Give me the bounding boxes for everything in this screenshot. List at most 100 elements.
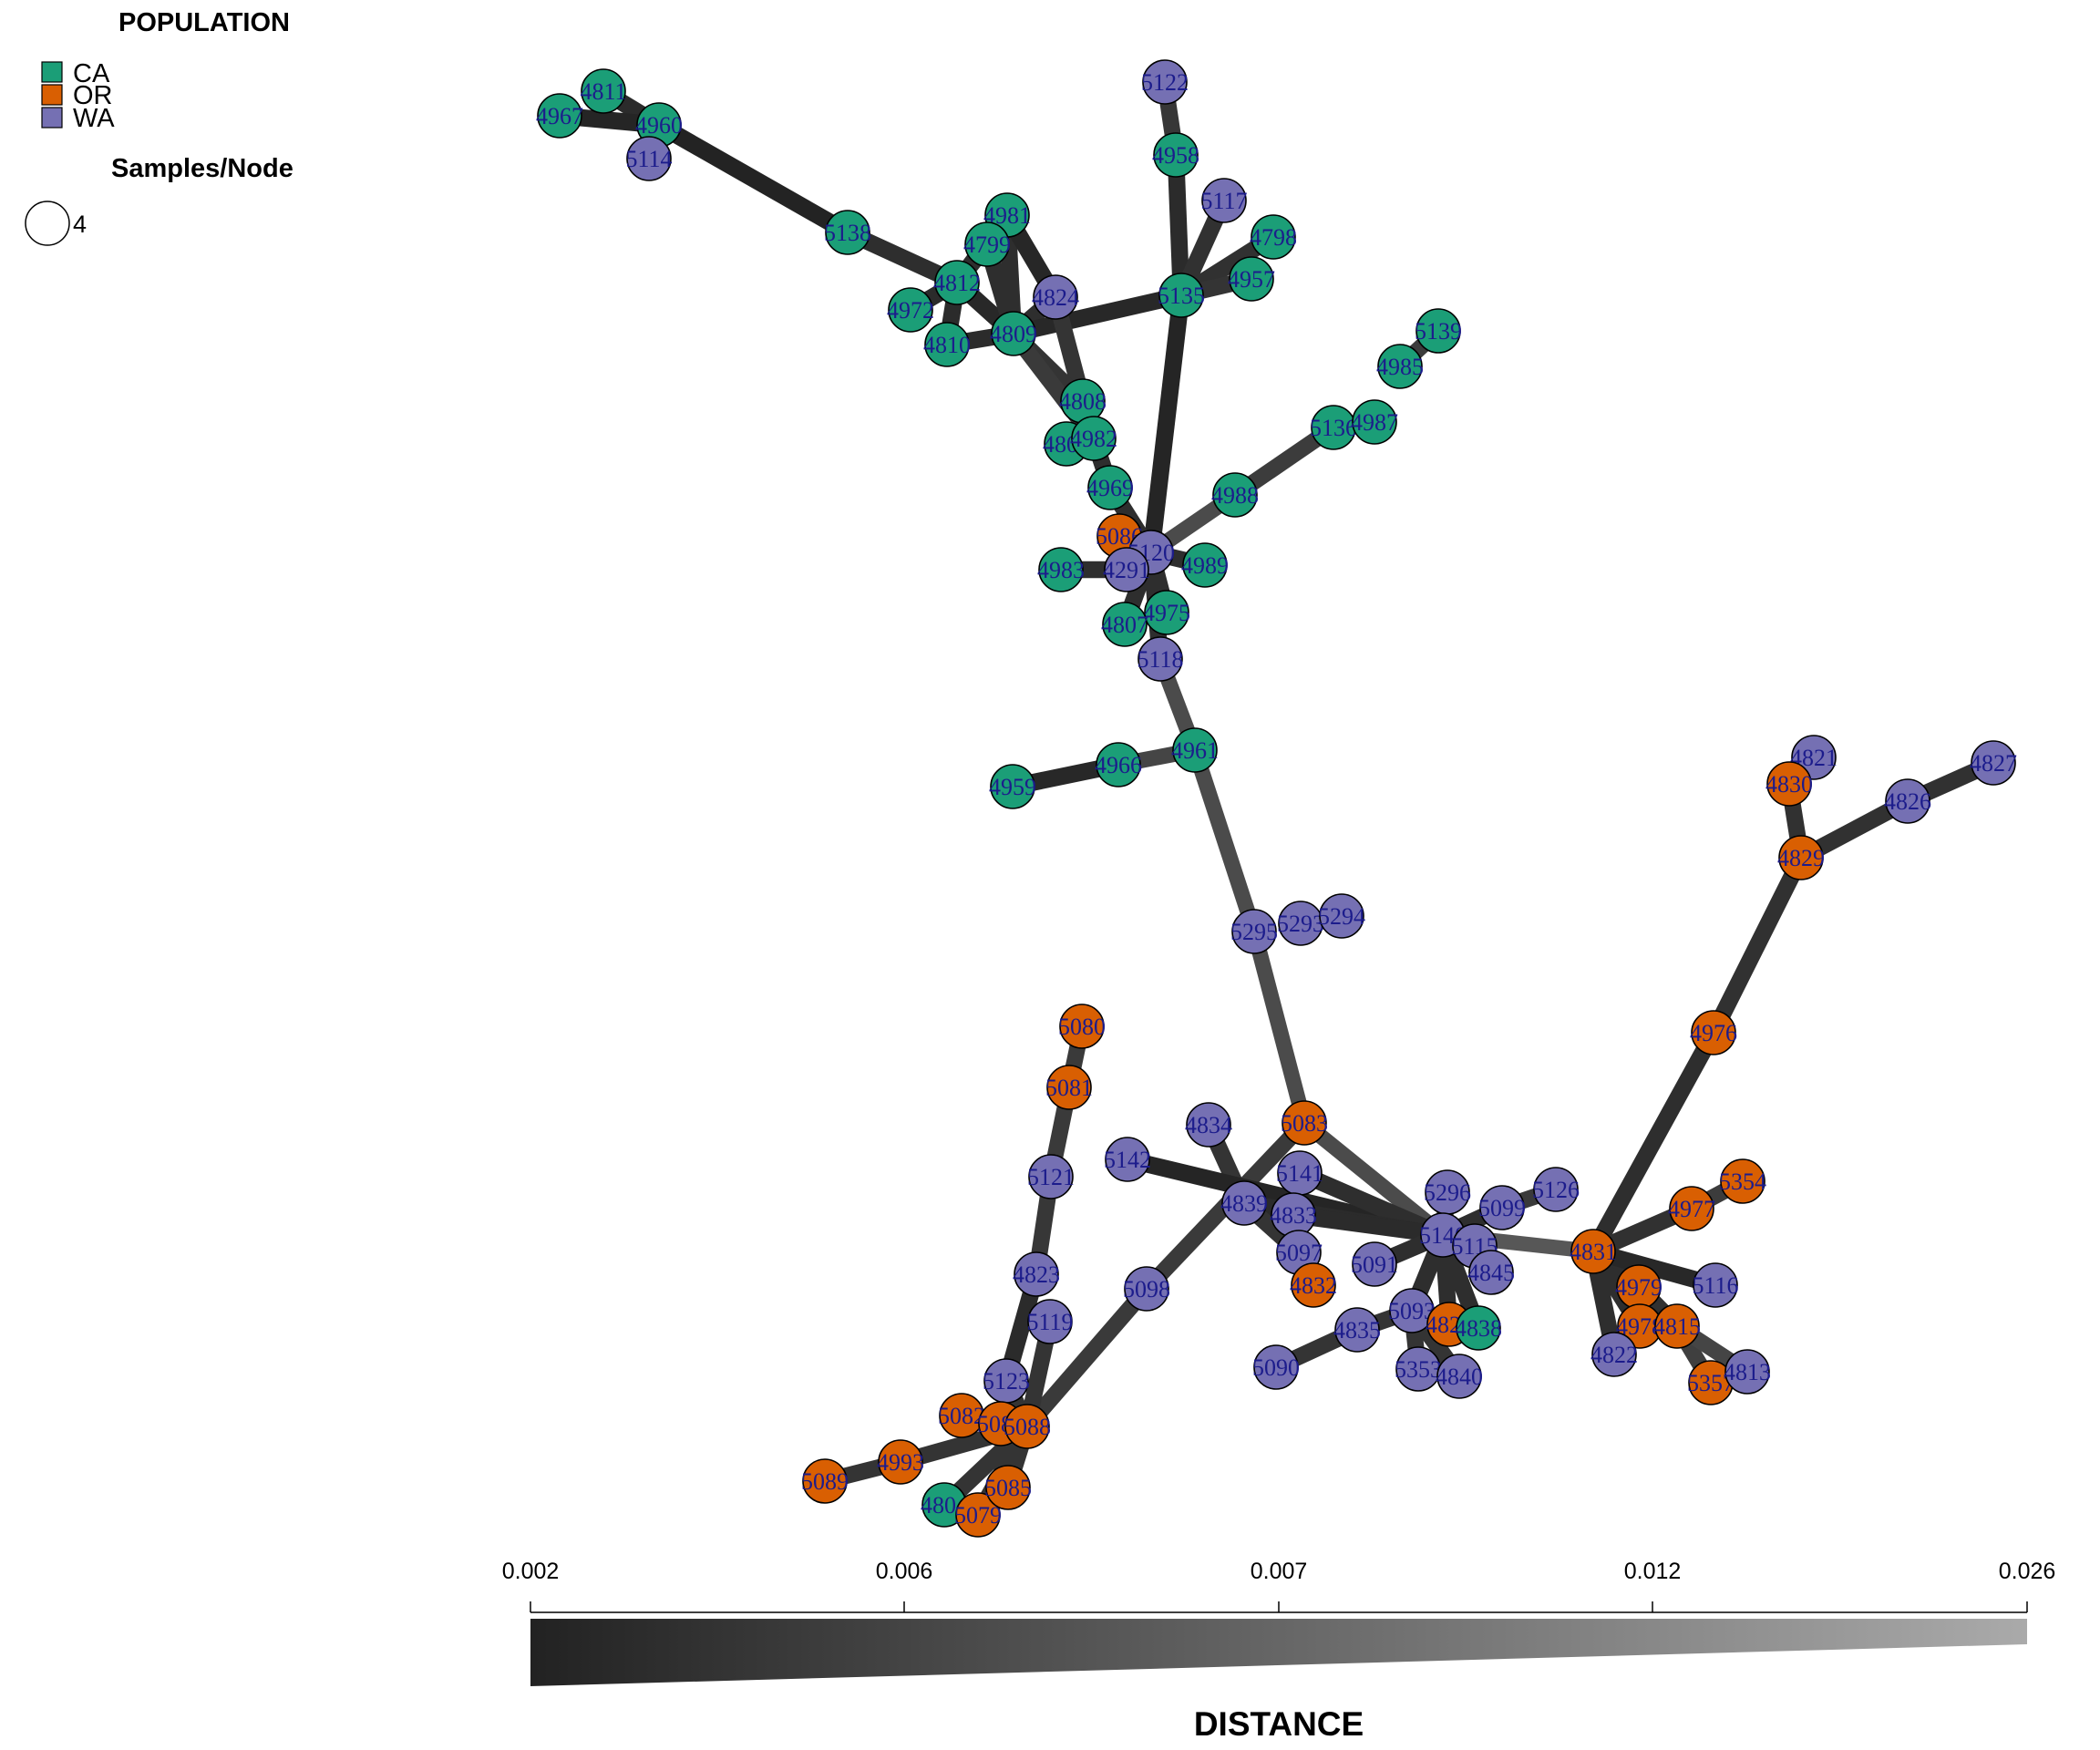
- node-label: 4969: [1086, 475, 1134, 501]
- node-4810: 4810: [923, 322, 971, 367]
- node-5354: 5354: [1719, 1158, 1766, 1204]
- node-circle: [581, 68, 626, 114]
- population-legend-title: POPULATION: [118, 8, 290, 37]
- node-circle: [1468, 1250, 1514, 1295]
- node-label: 5142: [1104, 1147, 1151, 1173]
- node-label: 4839: [1220, 1190, 1268, 1217]
- node-5099: 5099: [1478, 1185, 1526, 1230]
- node-circle: [1251, 214, 1296, 260]
- edge-4961-5295: [1187, 747, 1262, 934]
- node-label: 4810: [923, 332, 971, 358]
- node-label: 4827: [1970, 750, 2017, 777]
- node-circle: [1186, 1102, 1231, 1148]
- node-circle: [1766, 761, 1812, 807]
- node-label: 4813: [1724, 1359, 1771, 1385]
- node-label: 5294: [1318, 903, 1365, 930]
- node-label: 4976: [1690, 1020, 1737, 1046]
- node-label: 5354: [1719, 1168, 1766, 1195]
- edge-5295-5083: [1246, 929, 1312, 1126]
- node-4979: 4979: [1615, 1264, 1662, 1310]
- node-5119: 5119: [1026, 1299, 1074, 1344]
- node-circle: [1377, 344, 1423, 389]
- node-label: 5080: [1058, 1014, 1106, 1040]
- node-circle: [1319, 893, 1364, 939]
- node-circle: [1096, 742, 1141, 788]
- node-label: 5090: [1252, 1354, 1300, 1381]
- node-label: 5119: [1026, 1309, 1073, 1335]
- distance-scale: 0.002 0.006 0.007 0.012 0.026 DISTANCE: [502, 1559, 2056, 1743]
- node-circle: [1212, 472, 1258, 518]
- node-size-value: 4: [73, 211, 87, 238]
- node-label: 4960: [635, 112, 683, 139]
- or-label: OR: [73, 81, 113, 110]
- node-4839: 4839: [1220, 1180, 1268, 1226]
- scale-tick-label: 0.002: [502, 1559, 560, 1584]
- edge-4809-5135: [1011, 286, 1184, 343]
- node-label: 5136: [1310, 415, 1357, 441]
- node-4829: 4829: [1777, 835, 1825, 880]
- node-circle: [1291, 1262, 1336, 1308]
- node-4809: 4809: [990, 311, 1037, 356]
- node-4834: 4834: [1185, 1102, 1232, 1148]
- edge-4958-5135: [1167, 154, 1190, 296]
- node-5295: 5295: [1230, 909, 1278, 954]
- node-label: 5123: [983, 1368, 1030, 1395]
- node-5091: 5091: [1351, 1241, 1398, 1287]
- node-label: 4959: [989, 774, 1036, 800]
- node-label: 5097: [1275, 1240, 1323, 1266]
- edge-4833-5140: [1292, 1206, 1445, 1244]
- node-circle: [1231, 909, 1277, 954]
- node-4830: 4830: [1765, 761, 1813, 807]
- node-label: 5099: [1478, 1195, 1526, 1221]
- node-circle: [1282, 1100, 1327, 1146]
- node-5080: 5080: [1058, 1004, 1106, 1049]
- node-circle: [1087, 465, 1133, 510]
- node-label: 4972: [887, 297, 934, 324]
- node-label: 5118: [1137, 646, 1183, 673]
- node-circle: [1533, 1167, 1579, 1212]
- node-label: 5079: [954, 1502, 1002, 1529]
- node-4977: 4977: [1668, 1186, 1715, 1231]
- node-label: 5138: [824, 220, 871, 246]
- node-4833: 4833: [1270, 1192, 1317, 1238]
- node-label: 5098: [1123, 1276, 1170, 1302]
- node-5121: 5121: [1027, 1154, 1075, 1199]
- node-circle: [1038, 547, 1084, 592]
- node-5139: 5139: [1415, 308, 1462, 354]
- node-circle: [537, 93, 582, 139]
- node-circle: [1046, 1065, 1092, 1110]
- edge-4960-5138: [654, 117, 852, 241]
- node-circle: [1028, 1154, 1074, 1199]
- node-circle: [991, 311, 1036, 356]
- node-circle: [1456, 1305, 1501, 1351]
- node-4985: 4985: [1376, 344, 1424, 389]
- node-4824: 4824: [1032, 274, 1079, 320]
- node-label: 4985: [1376, 354, 1424, 380]
- node-4838: 4838: [1455, 1305, 1502, 1351]
- node-4959: 4959: [989, 764, 1036, 809]
- ca-label: CA: [73, 59, 110, 88]
- samples-per-node-title: Samples/Node: [111, 154, 293, 183]
- node-label: 5353: [1395, 1356, 1442, 1383]
- node-5116: 5116: [1692, 1262, 1739, 1308]
- population-legend-item-wa: WA: [41, 104, 115, 133]
- node-5098: 5098: [1123, 1266, 1170, 1312]
- node-4969: 4969: [1086, 465, 1134, 510]
- node-circle: [1172, 727, 1218, 773]
- edge-4976-4829: [1705, 853, 1809, 1037]
- node-4808: 4808: [1059, 378, 1107, 424]
- node-label: 5141: [1276, 1160, 1323, 1187]
- node-circle: [1059, 1004, 1105, 1049]
- ca-swatch: [41, 61, 63, 83]
- node-circle: [1221, 1180, 1267, 1226]
- node-5079: 5079: [954, 1492, 1002, 1538]
- node-label: 4840: [1436, 1364, 1483, 1390]
- node-label: 5114: [625, 146, 672, 172]
- node-label: 4967: [536, 103, 583, 129]
- node-4966: 4966: [1095, 742, 1142, 788]
- node-label: 4988: [1211, 482, 1259, 509]
- node-4831: 4831: [1570, 1229, 1617, 1274]
- node-5117: 5117: [1200, 178, 1248, 223]
